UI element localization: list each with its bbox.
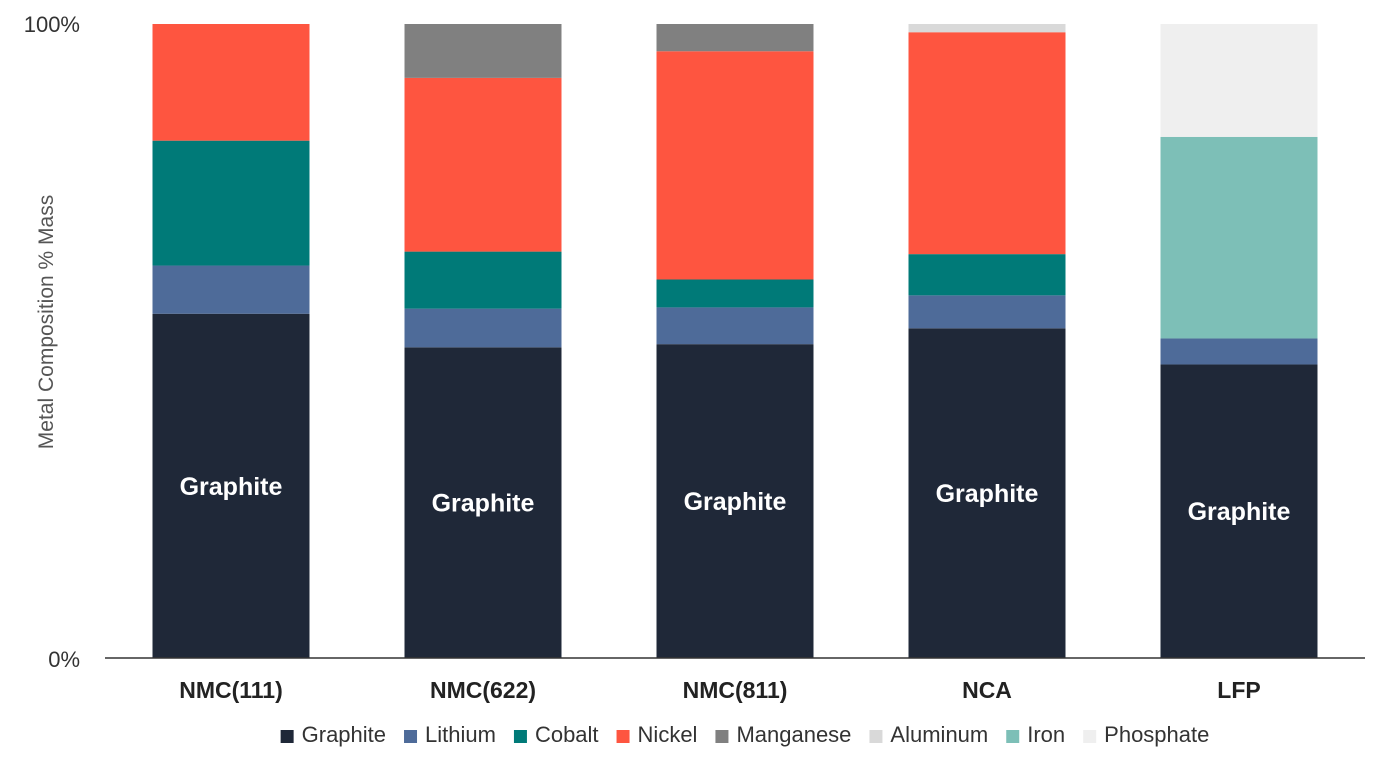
bar-segment-lithium-lfp: [1160, 338, 1318, 365]
bar-label-nmc-811: Graphite: [684, 488, 787, 516]
bar-segment-nickel-nmc-622: [404, 77, 562, 252]
legend-item-lithium: Lithium: [404, 722, 496, 747]
y-tick-bottom: 0%: [48, 647, 80, 672]
legend-swatch-nickel: [616, 730, 630, 743]
bar-segment-lithium-nca: [908, 295, 1066, 329]
bar-segment-aluminum-nca: [908, 24, 1066, 33]
x-ticks-layer: NMC(111) NMC(622) NMC(811) NCA LFP: [179, 677, 1261, 703]
bar-label-nca: Graphite: [936, 480, 1039, 508]
bar-segment-nickel-nmc-111: [152, 24, 310, 141]
x-tick-nmc-811: NMC(811): [683, 677, 788, 703]
legend-item-aluminum: Aluminum: [869, 722, 988, 747]
bar-segment-graphite-nca: [908, 328, 1066, 658]
bar-label-lfp: Graphite: [1188, 498, 1291, 526]
bar-label-nmc-111: Graphite: [180, 473, 283, 501]
bar-segment-cobalt-nmc-811: [656, 279, 814, 308]
bar-segment-lithium-nmc-811: [656, 307, 814, 345]
bar-segment-cobalt-nmc-111: [152, 140, 310, 266]
bars-layer: [152, 24, 1318, 658]
legend-item-graphite: Graphite: [280, 722, 386, 747]
bar-label-nmc-622: Graphite: [432, 490, 535, 518]
legend-item-iron: Iron: [1006, 722, 1065, 747]
bar-segment-cobalt-nmc-622: [404, 251, 562, 309]
y-axis-label: Metal Composition % Mass: [35, 195, 58, 449]
legend-item-nickel: Nickel: [616, 722, 698, 747]
x-tick-lfp: LFP: [1217, 677, 1260, 703]
bar-segment-manganese-nmc-811: [656, 24, 814, 52]
legend-swatch-phosphate: [1083, 730, 1097, 743]
legend-label-iron: Iron: [1027, 722, 1065, 747]
bar-segment-graphite-lfp: [1160, 364, 1318, 658]
bar-segment-lithium-nmc-622: [404, 308, 562, 348]
legend-swatch-lithium: [404, 730, 418, 743]
legend-label-nickel: Nickel: [638, 722, 698, 747]
legend-item-manganese: Manganese: [715, 722, 851, 747]
legend-label-cobalt: Cobalt: [535, 722, 599, 747]
legend-label-aluminum: Aluminum: [890, 722, 988, 747]
legend-label-lithium: Lithium: [425, 722, 496, 747]
legend-swatch-iron: [1006, 730, 1020, 743]
legend-swatch-cobalt: [513, 730, 527, 743]
bar-segment-phosphate-lfp: [1160, 24, 1318, 137]
legend-label-graphite: Graphite: [302, 722, 386, 747]
bar-segment-graphite-nmc-811: [656, 344, 814, 658]
legend-swatch-graphite: [280, 730, 294, 743]
legend-label-phosphate: Phosphate: [1104, 722, 1209, 747]
bar-segment-iron-lfp: [1160, 136, 1318, 339]
legend-swatch-manganese: [715, 730, 729, 743]
legend: Graphite Lithium Cobalt Nickel Manganese Alum…: [280, 722, 1209, 747]
bar-segment-cobalt-nca: [908, 254, 1066, 296]
bar-segment-graphite-nmc-111: [152, 313, 310, 658]
legend-swatch-aluminum: [869, 730, 883, 743]
x-tick-nmc-111: NMC(111): [179, 677, 283, 703]
legend-label-manganese: Manganese: [736, 722, 851, 747]
x-tick-nmc-622: NMC(622): [430, 677, 536, 703]
legend-item-phosphate: Phosphate: [1083, 722, 1209, 747]
bar-segment-nickel-nmc-811: [656, 51, 814, 280]
bar-labels-layer: Graphite Graphite Graphite Graphite Graphite: [180, 473, 1291, 526]
bar-segment-graphite-nmc-622: [404, 347, 562, 658]
bar-segment-manganese-nmc-622: [404, 24, 562, 78]
bar-segment-nickel-nca: [908, 32, 1066, 255]
y-tick-top: 100%: [24, 12, 80, 37]
bar-segment-lithium-nmc-111: [152, 265, 310, 314]
legend-item-cobalt: Cobalt: [513, 722, 599, 747]
x-tick-nca: NCA: [962, 677, 1012, 703]
